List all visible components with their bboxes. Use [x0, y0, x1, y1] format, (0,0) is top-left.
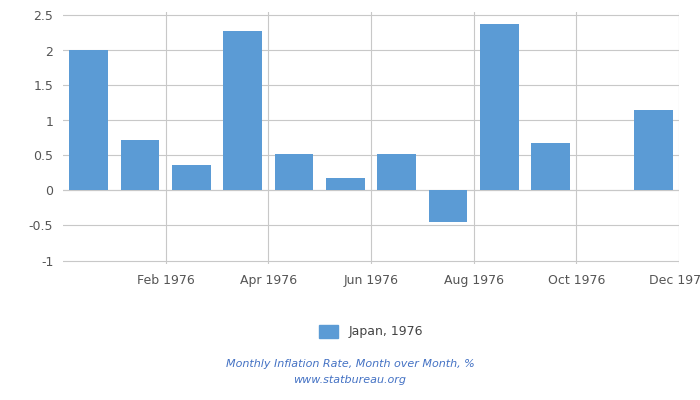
Text: www.statbureau.org: www.statbureau.org [293, 375, 407, 385]
Bar [274, 154, 314, 190]
Bar [634, 110, 673, 190]
Bar [326, 178, 365, 190]
Bar [172, 164, 211, 190]
Bar [377, 154, 416, 190]
Bar [223, 31, 262, 190]
Bar [428, 190, 468, 222]
Text: Monthly Inflation Rate, Month over Month, %: Monthly Inflation Rate, Month over Month… [225, 359, 475, 369]
Bar [69, 50, 108, 190]
Bar [531, 143, 570, 190]
Legend: Japan, 1976: Japan, 1976 [314, 320, 428, 344]
Bar [480, 24, 519, 190]
Bar [120, 140, 160, 190]
